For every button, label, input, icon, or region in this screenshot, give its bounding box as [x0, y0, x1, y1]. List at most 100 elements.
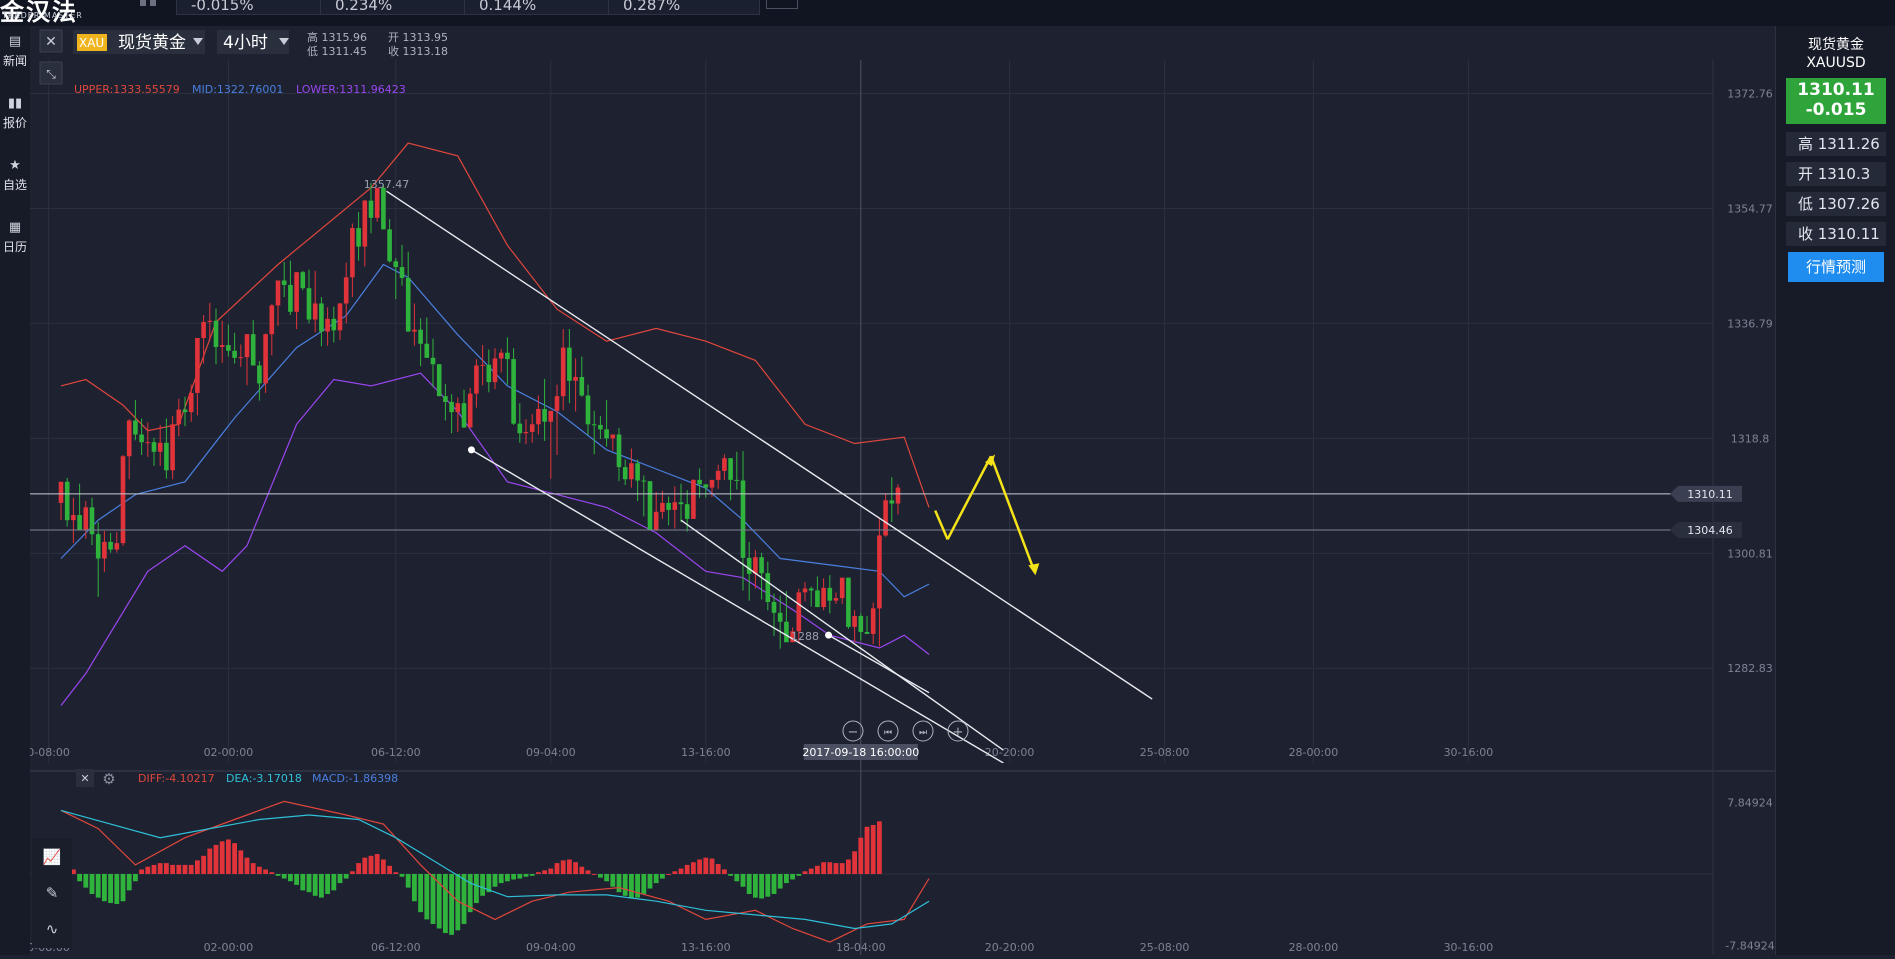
candle-body: [362, 200, 368, 247]
candle-body: [275, 280, 281, 306]
candle-body: [672, 502, 678, 510]
macd-bar: [399, 874, 405, 877]
price-tag-label: 1304.46: [1687, 524, 1733, 537]
candle-body: [790, 631, 795, 643]
indicator-icon[interactable]: ∿: [46, 920, 59, 938]
candle-body: [300, 272, 306, 289]
star-icon: ★: [9, 158, 21, 173]
macd-bar: [281, 874, 287, 879]
macd-x-tick-label: 30-16:00: [1444, 941, 1494, 954]
macd-bar: [145, 866, 151, 874]
macd-bar: [176, 864, 182, 874]
candle-body: [678, 502, 684, 505]
chart-area[interactable]: 1372.76 1354.77 1336.79 1318.8 1300.81 1282.8…: [27, 26, 1775, 955]
macd-bar: [381, 859, 386, 874]
brand-logo: 金汉法 TRADER MASTER: [0, 0, 120, 26]
zoom-out-button[interactable]: −: [842, 720, 864, 742]
candle-body: [821, 587, 826, 608]
candle-body: [852, 616, 857, 627]
macd-bar: [548, 868, 554, 874]
candle-body: [151, 442, 157, 452]
ticker-4[interactable]: 0.287%: [608, 0, 760, 15]
candle-body: [331, 318, 337, 331]
close-chart-button[interactable]: ✕: [39, 29, 63, 53]
candle-body: [498, 352, 504, 359]
macd-bar: [616, 874, 622, 893]
candle-body: [455, 403, 461, 413]
macd-bar: [777, 874, 783, 889]
candle-body: [374, 187, 380, 218]
trendline: [386, 190, 1153, 700]
candle-body: [771, 601, 777, 613]
macd-bar: [418, 874, 423, 913]
draw-tool-icon[interactable]: ✎: [46, 884, 59, 902]
candle-body: [257, 365, 262, 384]
x-tick-label: 06-12:00: [371, 746, 421, 759]
plus-icon: +: [953, 725, 964, 740]
macd-x-tick-label: 28-00:00: [1289, 941, 1339, 954]
candle-body: [195, 338, 200, 393]
period-select[interactable]: 4小时: [217, 30, 289, 54]
zoom-in-button[interactable]: +: [947, 720, 969, 742]
collapse-button[interactable]: ⤡: [39, 61, 63, 85]
crosshair-label-bg: [803, 744, 918, 760]
grid-icon[interactable]: [140, 0, 156, 6]
macd-bar: [250, 863, 256, 874]
candle-body: [350, 228, 355, 278]
macd-bar: [120, 874, 126, 902]
nav-item-calendar[interactable]: ▦ 日历: [0, 220, 30, 255]
ticker-3[interactable]: 0.144%: [464, 0, 616, 15]
symbol-select[interactable]: XAU 现货黄金: [73, 30, 205, 54]
settings-icon[interactable]: ⚙: [102, 770, 115, 788]
candle-body: [226, 345, 231, 351]
macd-bar: [331, 874, 337, 891]
candle-body: [133, 420, 138, 435]
macd-bar: [151, 864, 157, 874]
candle-body: [232, 350, 237, 358]
macd-close-button[interactable]: ✕: [76, 769, 94, 787]
brand-name: 金汉法: [0, 0, 78, 26]
ticker-1[interactable]: -0.015%: [176, 0, 328, 15]
candle-body: [412, 329, 417, 332]
forecast-arrow: [946, 455, 993, 540]
macd-bar: [480, 874, 485, 896]
main-plot: 1310.11 1304.46 1357.47 1288: [30, 142, 1742, 763]
nav-item-news[interactable]: ▤ 新闻: [0, 34, 30, 69]
macd-bar: [157, 863, 163, 874]
candle-body: [461, 403, 467, 428]
macd-bar: [604, 874, 609, 882]
ticker-2[interactable]: 0.234%: [320, 0, 472, 15]
nav-item-quotes[interactable]: ▮▮ 报价: [0, 96, 30, 131]
macd-bar: [449, 874, 454, 935]
macd-bar: [244, 857, 250, 874]
candle-body: [511, 359, 516, 424]
forward-button[interactable]: ⏭: [912, 720, 934, 742]
macd-x-tick-label: 02-00:00: [204, 941, 254, 954]
candle-body: [102, 541, 107, 559]
macd-bar: [802, 871, 808, 874]
chart-svg[interactable]: 1372.76 1354.77 1336.79 1318.8 1300.81 1282.8…: [27, 26, 1775, 955]
nav-item-favorites-label: 自选: [2, 178, 27, 192]
macd-bar: [740, 874, 746, 887]
chart-type-icon[interactable]: 📈: [43, 848, 62, 866]
nav-item-favorites[interactable]: ★ 自选: [0, 158, 30, 193]
rewind-button[interactable]: ⏮: [877, 720, 899, 742]
candle-body: [858, 616, 864, 632]
macd-bar: [560, 860, 566, 874]
candle-body: [120, 456, 126, 544]
candle-body: [895, 487, 901, 504]
macd-bar: [170, 864, 175, 874]
candle-body: [312, 303, 318, 320]
candle-body: [145, 442, 151, 444]
x-tick-label: 30-16:00: [1444, 746, 1494, 759]
macd-bar: [201, 855, 206, 874]
forecast-button[interactable]: 行情预测: [1788, 252, 1884, 282]
macd-bar: [567, 859, 572, 874]
candle-body: [653, 511, 659, 530]
forecast-arrow: [989, 455, 1036, 572]
price-annotation: 1357.47: [364, 178, 410, 191]
macd-bar: [728, 874, 733, 876]
dropdown-button[interactable]: [766, 0, 798, 9]
left-nav: ▤ 新闻 ▮▮ 报价 ★ 自选 ▦ 日历: [0, 26, 31, 955]
macd-bar: [312, 874, 318, 896]
